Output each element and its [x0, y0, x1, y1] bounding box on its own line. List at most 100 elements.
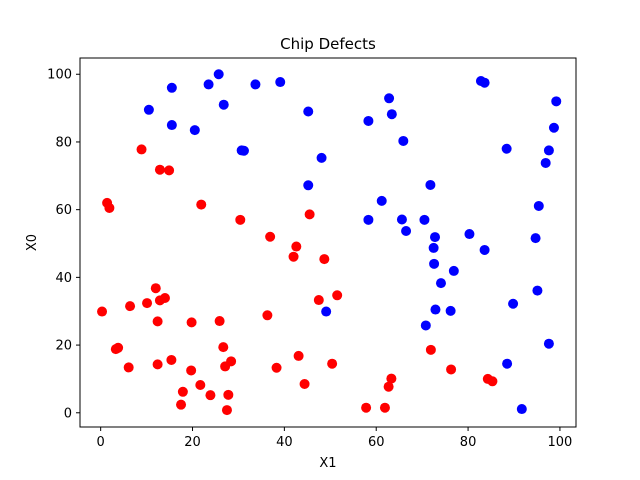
axis-ticks: 0 20 40 60 80 100 0 20 40 60 80 100	[47, 68, 572, 450]
data-point	[530, 233, 541, 244]
data-point	[177, 386, 188, 397]
data-point	[435, 278, 446, 289]
data-point	[425, 344, 436, 355]
data-point	[479, 77, 490, 88]
data-point	[176, 399, 187, 410]
data-point	[250, 79, 261, 90]
data-point	[532, 285, 543, 296]
data-point	[214, 316, 225, 327]
data-point	[363, 214, 374, 225]
data-point	[543, 145, 554, 156]
y-tick-label: 0	[64, 406, 72, 421]
data-point	[213, 69, 224, 80]
data-point	[316, 152, 327, 163]
data-point	[425, 179, 436, 190]
data-point	[384, 93, 395, 104]
data-point	[551, 96, 562, 107]
data-point	[313, 295, 324, 306]
data-point	[430, 304, 441, 315]
data-point	[386, 373, 397, 384]
data-point	[379, 402, 390, 413]
data-point	[420, 320, 431, 331]
x-tick-label: 40	[276, 435, 293, 450]
data-point	[104, 202, 115, 213]
data-point	[186, 317, 197, 328]
data-point	[218, 99, 229, 110]
data-point	[275, 77, 286, 88]
data-point	[218, 342, 229, 353]
data-point	[189, 125, 200, 136]
data-point	[501, 143, 512, 154]
data-point	[123, 362, 134, 373]
data-point	[142, 298, 153, 309]
data-point	[166, 354, 177, 365]
data-point	[396, 214, 407, 225]
data-point	[226, 356, 237, 367]
data-point	[548, 122, 559, 133]
data-point	[195, 380, 206, 391]
data-point	[464, 229, 475, 240]
data-point	[303, 180, 314, 191]
data-point	[363, 115, 374, 126]
data-point	[125, 301, 136, 312]
data-point	[203, 79, 214, 90]
x-tick-label: 100	[548, 435, 573, 450]
data-point	[150, 283, 161, 294]
y-axis-label: X0	[25, 234, 40, 251]
plot-frame	[79, 57, 577, 428]
y-tick-label: 100	[47, 68, 72, 83]
data-point	[428, 242, 439, 253]
data-point	[113, 342, 124, 353]
data-point	[205, 390, 216, 401]
y-tick-label: 80	[55, 135, 72, 150]
data-point	[164, 165, 175, 176]
data-point	[361, 402, 372, 413]
data-point	[152, 359, 163, 370]
x-tick-label: 0	[97, 435, 105, 450]
data-point	[386, 109, 397, 120]
data-point	[304, 209, 315, 220]
data-point	[429, 258, 440, 269]
data-point	[327, 358, 338, 369]
data-point	[238, 145, 249, 156]
data-point	[265, 231, 276, 242]
data-point	[448, 265, 459, 276]
data-point	[221, 405, 232, 416]
data-point	[502, 358, 513, 369]
data-point	[508, 298, 519, 309]
data-point	[430, 232, 441, 243]
chart-title: Chip Defects	[280, 35, 376, 53]
x-tick-label: 80	[460, 435, 477, 450]
data-point	[166, 120, 177, 131]
data-points	[97, 69, 562, 416]
y-tick-label: 40	[55, 271, 72, 286]
data-point	[186, 365, 197, 376]
data-point	[376, 195, 387, 206]
y-tick-label: 20	[55, 339, 72, 354]
data-point	[543, 338, 554, 349]
data-point	[446, 364, 457, 375]
data-point	[516, 404, 527, 415]
data-point	[303, 106, 314, 117]
data-point	[97, 306, 108, 317]
data-point	[319, 254, 330, 265]
data-point	[159, 293, 170, 304]
data-point	[332, 290, 343, 301]
data-point	[398, 135, 409, 146]
data-point	[196, 199, 207, 210]
data-point	[223, 389, 234, 400]
data-point	[271, 362, 282, 373]
data-point	[152, 316, 163, 327]
data-point	[143, 104, 154, 115]
data-point	[262, 310, 273, 321]
y-tick-label: 60	[55, 203, 72, 218]
data-point	[291, 241, 302, 252]
data-point	[487, 376, 498, 387]
data-point	[383, 381, 394, 392]
data-point	[288, 251, 299, 262]
x-tick-label: 60	[368, 435, 385, 450]
data-point	[299, 379, 310, 390]
data-point	[540, 157, 551, 168]
